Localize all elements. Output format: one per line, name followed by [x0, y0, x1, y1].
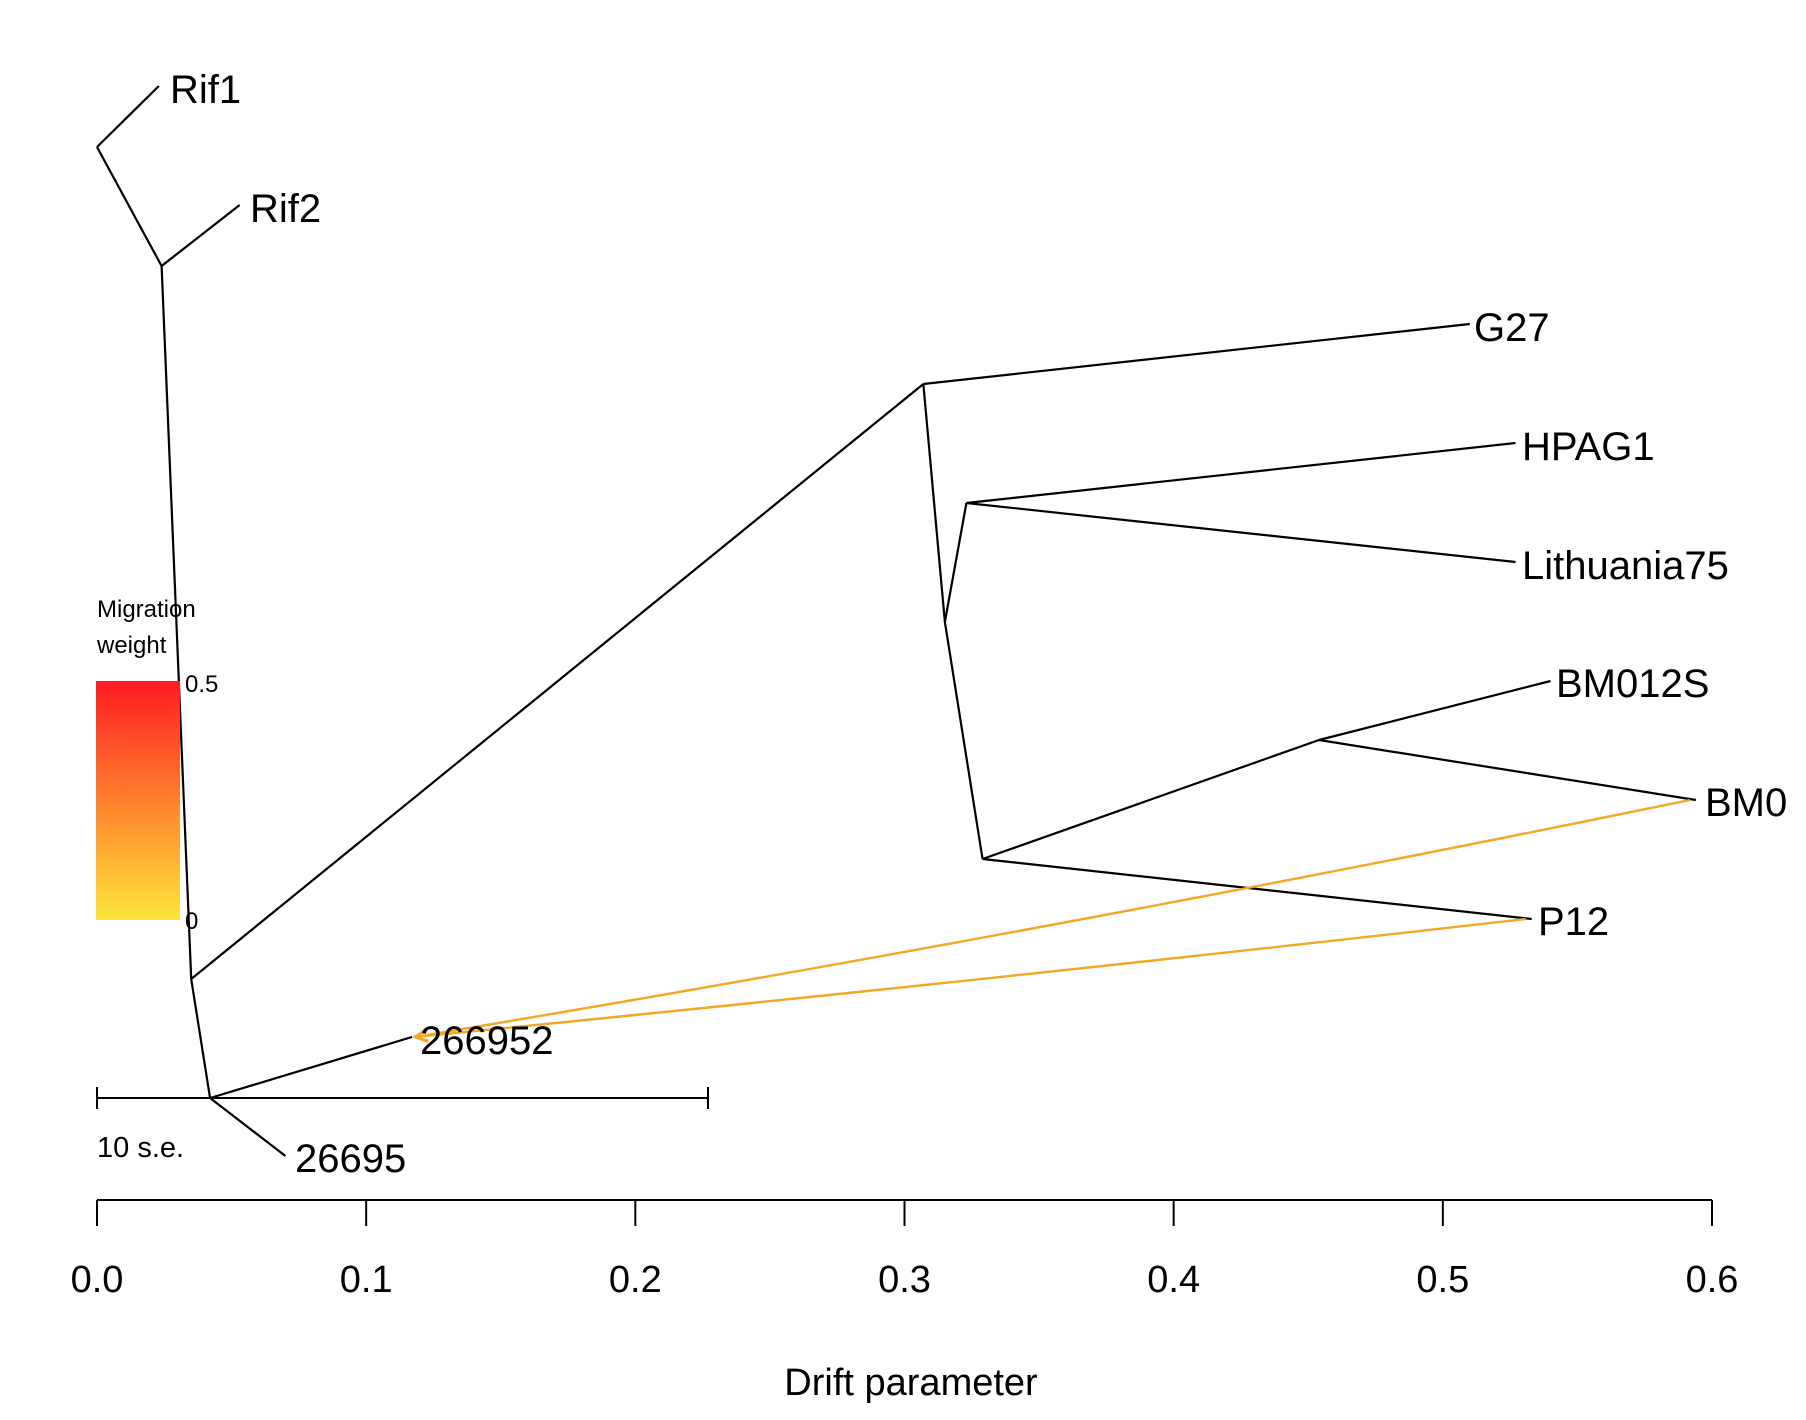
x-tick-label: 0.4	[1147, 1259, 1200, 1301]
branch-n_266-26695	[209, 1097, 287, 1157]
tip-label-g27: G27	[1474, 306, 1550, 350]
migration-weight-legend: Migration weight 0.5 0	[96, 596, 218, 935]
branch-n_bmp-n_bm	[982, 738, 1320, 861]
migration-edge-P12-to-266952	[414, 917, 1526, 1039]
branch-n_bm-BM012S	[1318, 679, 1551, 742]
se-bar-label: 10 s.e.	[97, 1132, 184, 1164]
branch-n_mid-n_hpag	[943, 502, 968, 623]
branch-n_lower-n_g27	[190, 383, 925, 980]
migration-arrowhead-P12-to-266952	[412, 1028, 429, 1043]
x-tick-label: 0.3	[878, 1259, 931, 1301]
x-tick-label: 0.1	[340, 1259, 393, 1301]
branch-rif_split-Rif2	[160, 204, 241, 267]
migration-edges	[412, 798, 1691, 1043]
branch-n_g27-G27	[923, 322, 1470, 386]
branch-n_g27-n_mid	[922, 383, 946, 623]
branch-n_266-266952	[209, 1035, 413, 1100]
branch-n_hpag-HPAG1	[966, 441, 1516, 505]
x-tick-label: 0.6	[1686, 1259, 1739, 1301]
branch-root_rif-Rif1	[96, 85, 160, 148]
tip-label-rif1: Rif1	[170, 68, 241, 112]
tree-branches	[96, 85, 1697, 1157]
tip-label-rif2: Rif2	[250, 187, 321, 231]
legend-title-line1: Migration	[97, 596, 196, 623]
legend-max-label: 0.5	[185, 671, 218, 698]
branch-root_rif-rif_split	[96, 146, 163, 267]
branch-n_lower-n_266	[190, 978, 212, 1099]
legend-min-label: 0	[185, 908, 198, 935]
tip-label-bm0: BM0	[1705, 781, 1787, 825]
tip-label-266952: 266952	[420, 1019, 553, 1063]
tip-label-lithuania75: Lithuania75	[1522, 544, 1729, 588]
x-axis-ticks: 0.0 0.1 0.2 0.3 0.4 0.5 0.6	[71, 1200, 1739, 1301]
x-tick-label: 0.2	[609, 1259, 662, 1301]
migration-edge-BM0-to-266952	[414, 798, 1691, 1039]
tip-label-hpag1: HPAG1	[1522, 425, 1655, 469]
legend-color-bar	[96, 681, 180, 920]
x-tick-label: 0.0	[71, 1259, 124, 1301]
branch-n_hpag-Lithuania75	[966, 501, 1516, 564]
tip-label-26695: 26695	[295, 1137, 406, 1181]
branch-n_bmp-P12	[982, 857, 1532, 921]
se-scale-bar: 10 s.e.	[96, 1087, 710, 1164]
tip-labels: Rif1 Rif2 G27 HPAG1 Lithuania75 BM012S B…	[170, 68, 1787, 1181]
x-tick-label: 0.5	[1416, 1259, 1469, 1301]
branch-n_bm-BM0	[1318, 738, 1697, 802]
tip-label-p12: P12	[1538, 900, 1609, 944]
legend-title-line2: weight	[96, 632, 167, 659]
x-axis-title: Drift parameter	[784, 1362, 1038, 1404]
tip-label-bm012s: BM012S	[1556, 662, 1709, 706]
x-axis: 0.0 0.1 0.2 0.3 0.4 0.5 0.6 Drift parameter	[71, 1199, 1739, 1404]
branch-n_mid-n_bmp	[943, 621, 984, 860]
branch-rif_split-n_lower	[160, 265, 193, 980]
